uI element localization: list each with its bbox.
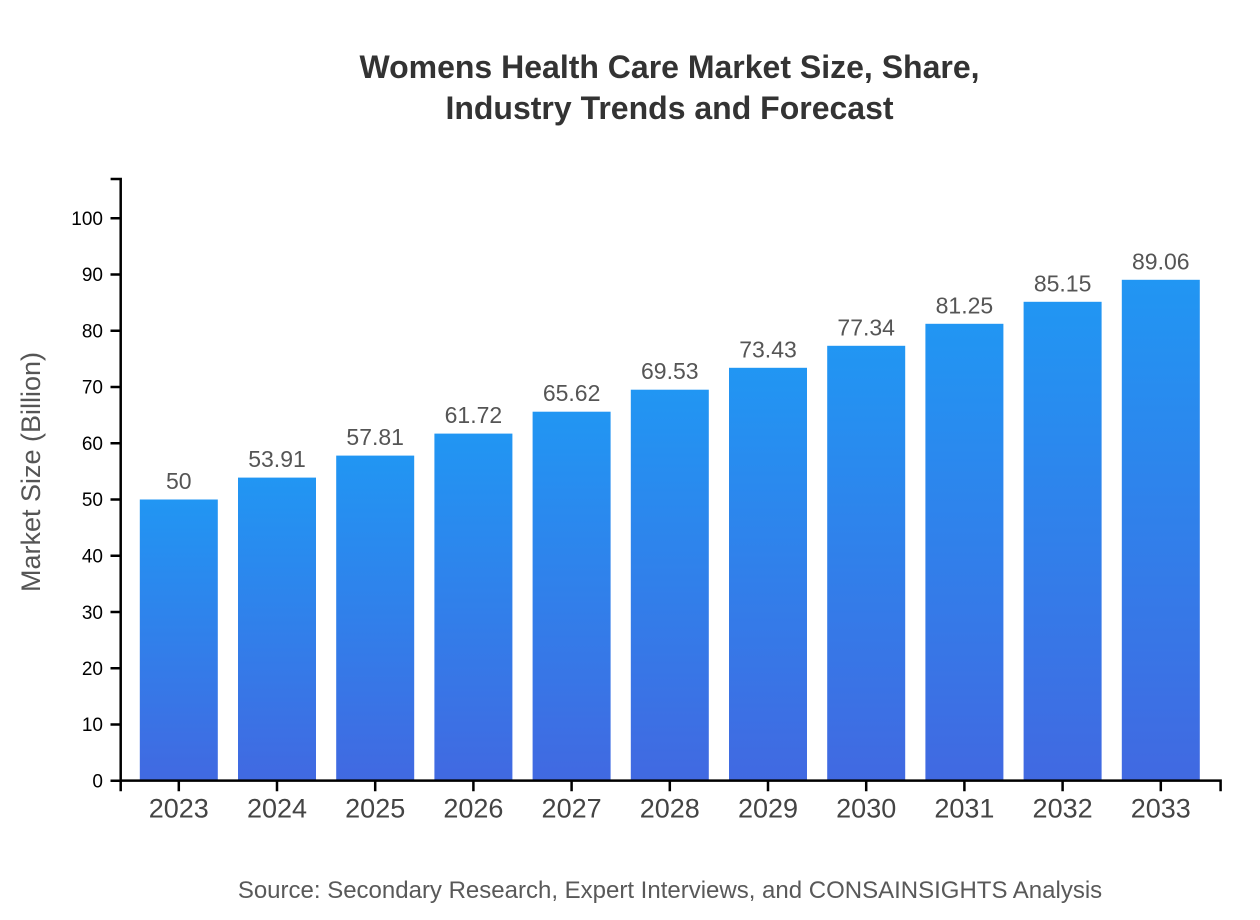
svg-text:53.91: 53.91	[248, 446, 306, 472]
svg-text:81.25: 81.25	[936, 292, 994, 318]
svg-text:73.43: 73.43	[739, 336, 797, 362]
svg-text:2030: 2030	[836, 794, 896, 824]
svg-text:2032: 2032	[1033, 794, 1093, 824]
svg-text:85.15: 85.15	[1034, 270, 1092, 296]
svg-text:2026: 2026	[443, 794, 503, 824]
svg-text:57.81: 57.81	[346, 424, 404, 450]
svg-text:61.72: 61.72	[445, 402, 503, 428]
svg-text:89.06: 89.06	[1132, 248, 1190, 274]
svg-text:20: 20	[82, 659, 103, 680]
svg-text:80: 80	[82, 322, 103, 343]
svg-text:2027: 2027	[542, 794, 602, 824]
svg-text:2028: 2028	[640, 794, 700, 824]
svg-text:60: 60	[82, 434, 103, 455]
svg-text:Industry Trends and Forecast: Industry Trends and Forecast	[445, 90, 893, 126]
svg-text:69.53: 69.53	[641, 358, 699, 384]
svg-text:40: 40	[82, 547, 103, 568]
svg-text:50: 50	[82, 490, 103, 511]
svg-text:Source: Secondary Research, Ex: Source: Secondary Research, Expert Inter…	[238, 877, 1102, 904]
svg-text:100: 100	[71, 209, 103, 230]
svg-text:50: 50	[166, 468, 192, 494]
svg-text:65.62: 65.62	[543, 380, 601, 406]
svg-text:2025: 2025	[345, 794, 405, 824]
svg-text:10: 10	[82, 715, 103, 736]
svg-text:70: 70	[82, 378, 103, 399]
svg-text:Womens Health Care Market Size: Womens Health Care Market Size, Share,	[359, 49, 979, 85]
svg-text:77.34: 77.34	[837, 314, 895, 340]
svg-text:2031: 2031	[934, 794, 994, 824]
svg-text:0: 0	[92, 772, 103, 793]
svg-text:90: 90	[82, 265, 103, 286]
svg-text:2033: 2033	[1131, 794, 1191, 824]
svg-text:2024: 2024	[247, 794, 307, 824]
svg-text:30: 30	[82, 603, 103, 624]
svg-text:2029: 2029	[738, 794, 798, 824]
svg-text:Market Size (Billion): Market Size (Billion)	[16, 352, 46, 592]
svg-text:2023: 2023	[149, 794, 209, 824]
